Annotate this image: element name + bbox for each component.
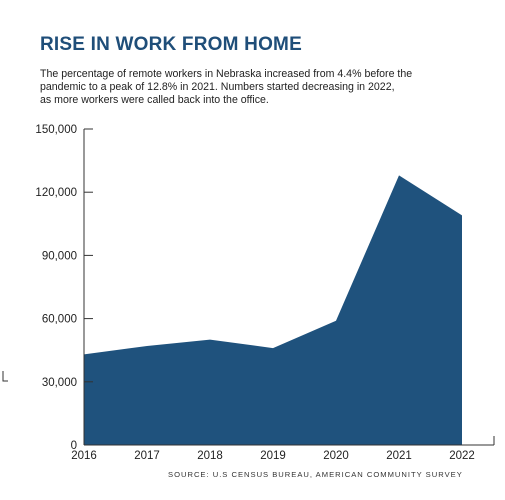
- y-tick-label: 0: [71, 440, 77, 452]
- x-tick-label: 2021: [386, 450, 412, 462]
- y-tick-label: 60,000: [42, 314, 77, 326]
- y-tick-label: 30,000: [42, 377, 77, 389]
- x-tick-label: 2020: [323, 450, 349, 462]
- subtitle-line: pandemic to a peak of 12.8% in 2021. Num…: [40, 81, 395, 93]
- x-tick-label: 2019: [260, 450, 286, 462]
- x-tick-label: 2018: [197, 450, 223, 462]
- left-bracket-mark: [2, 371, 8, 382]
- source-note: SOURCE: U.S CENSUS BUREAU, AMERICAN COMM…: [168, 470, 463, 479]
- y-tick-label: 150,000: [35, 124, 77, 136]
- chart-title: RISE IN WORK FROM HOME: [40, 34, 302, 55]
- subtitle-line: as more workers were called back into th…: [40, 94, 269, 106]
- chart-subtitle: The percentage of remote workers in Nebr…: [40, 68, 460, 107]
- area-series: [84, 175, 462, 445]
- subtitle-line: The percentage of remote workers in Nebr…: [40, 68, 413, 80]
- y-tick-label: 90,000: [42, 250, 77, 262]
- x-tick-label: 2022: [449, 450, 475, 462]
- y-tick-label: 120,000: [35, 187, 77, 199]
- x-tick-label: 2017: [134, 450, 160, 462]
- x-tick-label: 2016: [71, 450, 97, 462]
